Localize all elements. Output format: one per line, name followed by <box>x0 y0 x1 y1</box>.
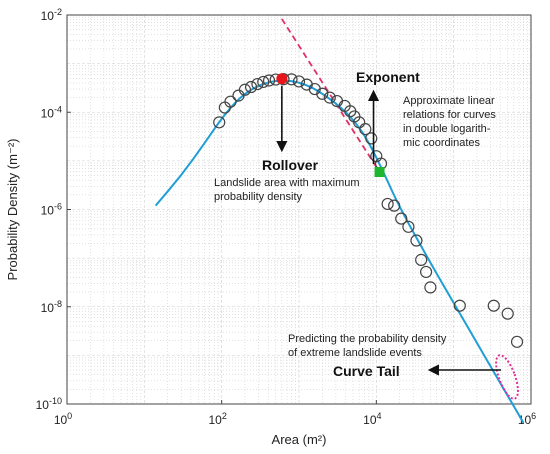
data-point <box>359 123 372 136</box>
exponent-text-line-2: relations for curves <box>403 109 496 121</box>
data-point <box>510 335 524 348</box>
y-axis-label: Probability Density (m⁻²) <box>5 139 20 281</box>
rollover-text-line-2: probability density <box>214 191 303 203</box>
y-tick-exponent: -2 <box>54 7 62 17</box>
y-tick-base: 10 <box>41 9 55 23</box>
power-law-asymptote <box>281 18 381 173</box>
x-tick-exponent: 4 <box>377 411 382 421</box>
data-point <box>323 91 336 104</box>
data-point <box>415 253 428 266</box>
y-tick-base: 10 <box>36 398 50 412</box>
data-point <box>419 265 433 279</box>
data-point <box>224 95 237 108</box>
x-tick-label: 102 <box>208 411 226 427</box>
x-tick-base: 10 <box>518 413 532 427</box>
exponent-marker <box>374 167 385 178</box>
data-point <box>213 116 226 129</box>
y-tick-label: 10-2 <box>41 7 62 23</box>
data-points <box>213 73 524 348</box>
data-point <box>453 299 466 312</box>
y-tick-label: 10-4 <box>41 104 62 120</box>
data-point <box>316 87 329 100</box>
data-point <box>257 75 270 89</box>
data-point <box>353 116 366 129</box>
y-tick-exponent: -8 <box>54 299 62 309</box>
data-point <box>501 307 514 320</box>
x-tick-exponent: 2 <box>222 411 227 421</box>
rollover-marker <box>276 73 288 85</box>
y-tick-base: 10 <box>41 204 55 218</box>
x-tick-label: 106 <box>518 411 536 427</box>
curve-tail-ellipse <box>495 354 519 400</box>
data-point <box>402 220 415 233</box>
y-tick-exponent: -10 <box>49 396 62 406</box>
tail-text-line-2: of extreme landslide events <box>288 347 422 359</box>
annotation-arrows <box>276 85 502 376</box>
exponent-text-line-3: in double logarith- <box>403 123 491 135</box>
data-point <box>251 77 264 91</box>
y-tick-exponent: -4 <box>54 104 62 114</box>
data-point <box>238 83 252 96</box>
exponent-text-line-1: Approximate linear <box>403 95 495 107</box>
y-tick-label: 10-8 <box>41 299 62 315</box>
data-point <box>292 75 306 88</box>
data-point <box>424 281 437 294</box>
x-tick-exponent: 0 <box>67 411 72 421</box>
x-axis-label: Area (m²) <box>272 432 327 447</box>
x-tick-label: 104 <box>363 411 381 427</box>
exponent-title: Exponent <box>356 69 420 85</box>
tail-text-line-1: Predicting the probability density <box>288 333 447 345</box>
x-tick-label: 100 <box>54 411 72 427</box>
data-point <box>365 132 378 145</box>
data-point <box>410 234 423 247</box>
feature-markers <box>276 73 519 400</box>
tail-title: Curve Tail <box>333 363 400 379</box>
y-tick-base: 10 <box>41 106 55 120</box>
data-point <box>395 212 408 225</box>
data-point <box>244 80 258 94</box>
asymptote-layer <box>281 18 381 173</box>
exponent-text-line-4: mic coordinates <box>403 137 481 149</box>
x-tick-exponent: 6 <box>531 411 536 421</box>
data-point <box>388 199 401 212</box>
grid-lines <box>67 15 531 404</box>
y-tick-label: 10-6 <box>41 202 62 218</box>
x-tick-base: 10 <box>208 413 222 427</box>
y-tick-exponent: -6 <box>54 202 62 212</box>
data-point <box>262 74 276 87</box>
rollover-title: Rollover <box>262 157 319 173</box>
x-tick-base: 10 <box>363 413 377 427</box>
x-tick-base: 10 <box>54 413 68 427</box>
data-point <box>381 197 394 211</box>
y-tick-base: 10 <box>41 301 55 315</box>
rollover-text-line-1: Landslide area with maximum <box>214 177 360 189</box>
y-tick-label: 10-10 <box>36 396 62 412</box>
data-point <box>487 299 500 312</box>
